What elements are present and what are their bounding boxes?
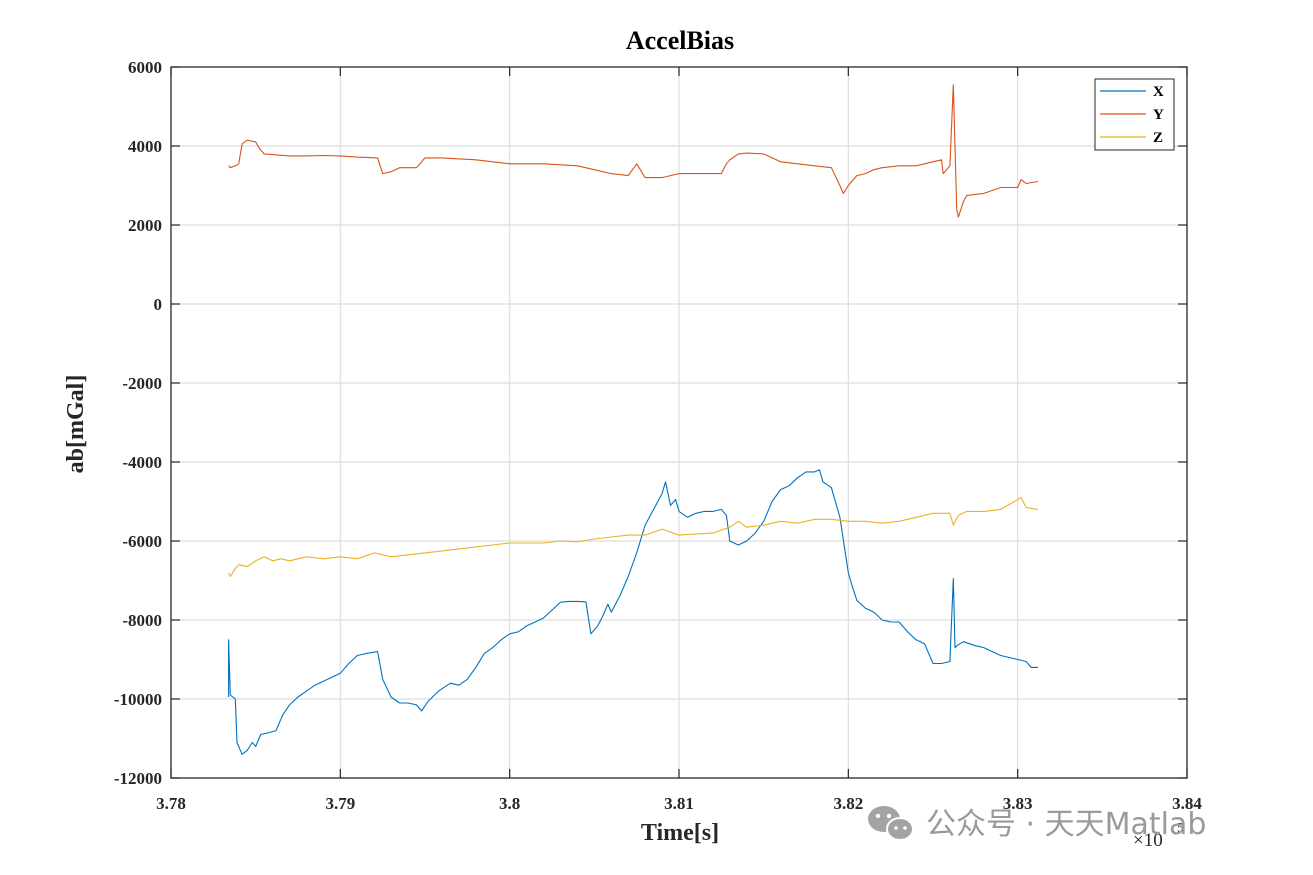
x-exponent: ×10 5 [1133,821,1184,851]
y-tick-label: 6000 [128,58,162,77]
x-exponent-power: 5 [1177,821,1184,836]
x-axis-label: Time[s] [641,820,719,846]
x-tick-label: 3.79 [325,794,355,813]
watermark: 公众号 · 天天Matlab [868,806,1206,842]
legend-label-y: Y [1153,107,1164,123]
x-tick-label: 3.81 [664,794,694,813]
watermark-text: 公众号 · 天天Matlab [926,807,1206,842]
y-tick-label: -10000 [114,690,162,709]
y-tick-label: 4000 [128,137,162,156]
tick-labels: 3.78 3.79 3.8 3.81 3.82 3.83 3.84 6000 4000 2000 0… [114,58,1203,813]
x-tick-label: 3.84 [1172,794,1202,813]
series-line-y [228,84,1039,218]
legend-label-x: X [1153,84,1164,100]
y-tick-label: 0 [154,295,163,314]
y-tick-label: -2000 [122,374,162,393]
wechat-icon [868,806,914,841]
x-tick-label: 3.78 [156,794,186,813]
y-tick-label: 2000 [128,216,162,235]
legend: XYZ [1094,78,1175,151]
y-tick-label: -8000 [122,611,162,630]
y-tick-label: -12000 [114,769,162,788]
series-lines [228,84,1039,755]
legend-label-z: Z [1153,130,1163,146]
axes [170,66,1188,779]
x-tick-label: 3.8 [499,794,520,813]
chart-title: AccelBias [626,26,734,55]
x-tick-label: 3.83 [1003,794,1033,813]
gridlines [171,67,1187,778]
series-line-z [228,497,1039,578]
y-tick-label: -6000 [122,532,162,551]
x-exponent-label: ×10 [1133,830,1163,851]
y-tick-label: -4000 [122,453,162,472]
series-line-x [228,469,1038,755]
x-tick-label: 3.82 [833,794,863,813]
y-axis-label: ab[mGal] [63,375,89,474]
